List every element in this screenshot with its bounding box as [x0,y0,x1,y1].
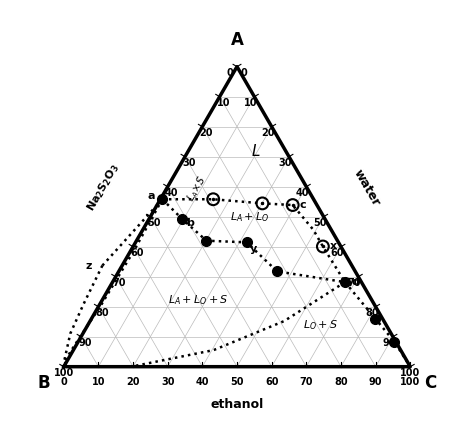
Text: z: z [86,261,92,271]
Text: A: A [230,31,244,49]
Text: 50: 50 [313,218,327,228]
Text: 30: 30 [278,158,292,168]
Text: L: L [251,144,260,159]
Text: 60: 60 [265,377,278,387]
Text: 0: 0 [227,68,233,78]
Text: $L_O+S$: $L_O+S$ [303,318,338,332]
Text: 40: 40 [196,377,209,387]
Text: 60: 60 [130,248,144,258]
Text: 40: 40 [296,188,310,198]
Text: 70: 70 [113,278,126,288]
Text: 100: 100 [54,368,74,378]
Text: $\mathregular{Na_2S_2O_3}$: $\mathregular{Na_2S_2O_3}$ [84,162,123,214]
Text: y: y [250,244,257,254]
Text: $L_A+L_O+S$: $L_A+L_O+S$ [168,294,228,307]
Text: x: x [330,241,337,252]
Text: 90: 90 [383,338,396,348]
Text: 70: 70 [300,377,313,387]
Text: 50: 50 [230,377,244,387]
Text: $L_A+L_O$: $L_A+L_O$ [230,210,269,224]
Text: $L_A\!\times\!S$: $L_A\!\times\!S$ [184,173,210,204]
Text: B: B [37,374,50,391]
Text: 0: 0 [241,68,247,78]
Text: C: C [424,374,437,391]
Text: 10: 10 [244,98,257,108]
Text: b: b [186,218,194,228]
Text: 10: 10 [217,98,230,108]
Text: a: a [148,191,155,201]
Text: 80: 80 [334,377,348,387]
Text: 100: 100 [400,377,420,387]
Text: 0: 0 [60,377,67,387]
Text: 90: 90 [78,338,91,348]
Text: 20: 20 [261,128,274,138]
Text: 90: 90 [369,377,383,387]
Text: 40: 40 [164,188,178,198]
Text: 80: 80 [365,308,379,318]
Text: c: c [300,200,306,210]
Text: 70: 70 [348,278,361,288]
Text: 80: 80 [95,308,109,318]
Text: 10: 10 [91,377,105,387]
Text: 30: 30 [182,158,196,168]
Text: 20: 20 [126,377,140,387]
Text: 100: 100 [400,368,420,378]
Text: 20: 20 [200,128,213,138]
Text: d: d [352,277,360,287]
Text: ethanol: ethanol [210,398,264,411]
Text: 30: 30 [161,377,174,387]
Text: water: water [351,167,383,209]
Text: 50: 50 [147,218,161,228]
Text: 60: 60 [330,248,344,258]
